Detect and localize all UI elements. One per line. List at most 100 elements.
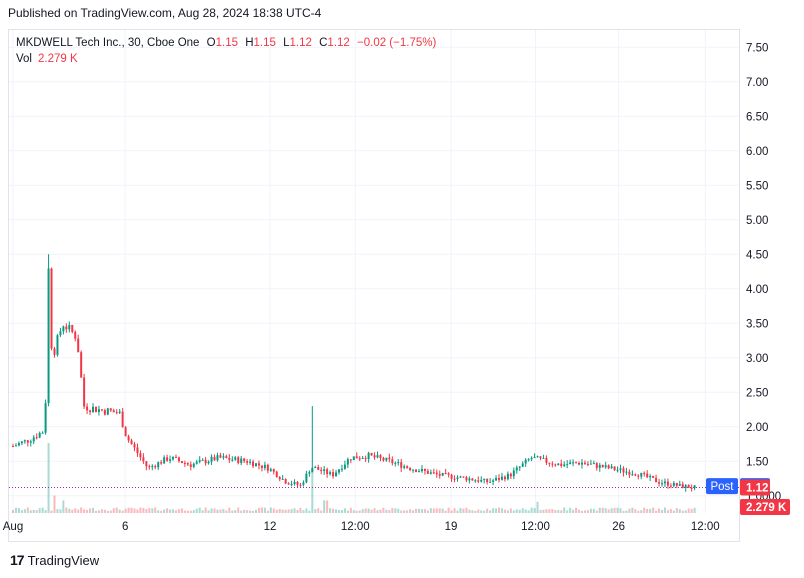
volume-bar — [252, 510, 255, 513]
candle-body — [329, 472, 332, 475]
candle-body — [311, 467, 314, 473]
ohlc-line: MKDWELL Tech Inc., 30, Cboe One O1.15 H1… — [16, 35, 436, 51]
candle-body — [509, 473, 512, 477]
y-tick-label: 7.00 — [746, 77, 768, 89]
y-tick-label: 3.00 — [746, 353, 768, 365]
candle-body — [112, 410, 115, 413]
volume-bar — [222, 509, 225, 513]
volume-bar — [373, 508, 376, 513]
volume-bar — [391, 508, 394, 513]
volume-bar — [180, 508, 183, 513]
candle-body — [480, 479, 483, 482]
volume-bar — [124, 508, 127, 513]
volume-bar — [563, 507, 566, 513]
volume-bar — [444, 510, 447, 513]
tradingview-logo-icon: 17 — [10, 552, 25, 568]
tradingview-logo[interactable]: 17 TradingView — [10, 552, 99, 568]
candle-body — [548, 462, 551, 464]
volume-bar — [483, 510, 486, 513]
candle-body — [133, 444, 136, 448]
volume-bar — [290, 509, 293, 513]
volume-bar — [56, 509, 59, 513]
candle-body — [231, 459, 234, 461]
volume-bar — [32, 509, 35, 513]
volume-bar — [515, 509, 518, 513]
volume-bar — [637, 510, 640, 513]
volume-bar — [649, 508, 652, 513]
volume-bar — [314, 509, 317, 513]
candle-body — [583, 462, 586, 464]
volume-badge-text: 2.279 K — [746, 502, 787, 514]
candle-body — [38, 432, 41, 438]
candle-body — [278, 477, 281, 480]
volume-bar — [530, 507, 533, 513]
candle-body — [172, 456, 175, 460]
volume-bar — [257, 507, 260, 513]
candle-body — [474, 480, 477, 482]
candle-body — [20, 441, 23, 444]
candle-body — [672, 482, 675, 486]
volume-bar — [663, 507, 666, 513]
volume-bar — [601, 507, 604, 513]
high-value: 1.15 — [253, 37, 276, 49]
volume-bar — [329, 508, 332, 513]
candle-body — [379, 455, 382, 458]
volume-bar — [53, 495, 56, 513]
candle-body — [59, 331, 62, 336]
candle-body — [127, 436, 130, 441]
volume-bar — [456, 510, 459, 513]
volume-bar — [646, 508, 649, 513]
low-label: L — [283, 37, 290, 49]
volume-bar — [545, 509, 548, 513]
symbol-name[interactable]: MKDWELL Tech Inc., 30, Cboe One — [16, 37, 200, 49]
candle-body — [14, 445, 17, 447]
candle-body — [68, 324, 71, 330]
volume-bar — [400, 510, 403, 513]
volume-bar — [44, 510, 47, 513]
volume-bar — [468, 509, 471, 513]
candle-body — [637, 475, 640, 477]
volume-bar — [121, 510, 124, 513]
volume-bar — [687, 508, 690, 513]
volume-bar — [308, 510, 311, 513]
volume-bar — [512, 510, 515, 513]
volume-bar — [675, 508, 678, 513]
candle-body — [166, 457, 169, 461]
candle-body — [94, 406, 97, 413]
volume-bar — [415, 508, 418, 513]
candle-body — [376, 455, 379, 458]
candle-body — [287, 483, 290, 485]
volume-bar — [616, 507, 619, 513]
volume-bar — [382, 507, 385, 513]
volume-bar — [678, 509, 681, 513]
volume-bar — [177, 509, 180, 513]
volume-bar — [426, 510, 429, 513]
volume-bar — [613, 507, 616, 513]
candle-body — [62, 326, 65, 332]
volume-bar — [539, 509, 542, 513]
candle-body — [649, 475, 652, 478]
volume-bar — [198, 507, 201, 513]
candle-body — [391, 459, 394, 464]
volume-bar — [77, 509, 80, 513]
candle-body — [426, 470, 429, 474]
volume-bar — [560, 510, 563, 513]
candle-body — [154, 466, 157, 468]
candle-body — [610, 466, 613, 469]
volume-bar — [533, 507, 536, 513]
volume-bar — [311, 469, 314, 513]
volume-bar — [477, 509, 480, 513]
candle-body — [317, 467, 320, 470]
candle-body — [465, 477, 468, 481]
volume-bar — [589, 508, 592, 513]
candle-body — [340, 468, 343, 470]
candle-body — [103, 410, 106, 415]
volume-bar — [672, 510, 675, 513]
chart-frame — [8, 29, 740, 542]
volume-bar — [172, 509, 175, 513]
volume-bar — [189, 510, 192, 513]
volume-bar — [420, 509, 423, 513]
volume-bar — [186, 510, 189, 513]
volume-value: 2.279 K — [38, 53, 78, 65]
